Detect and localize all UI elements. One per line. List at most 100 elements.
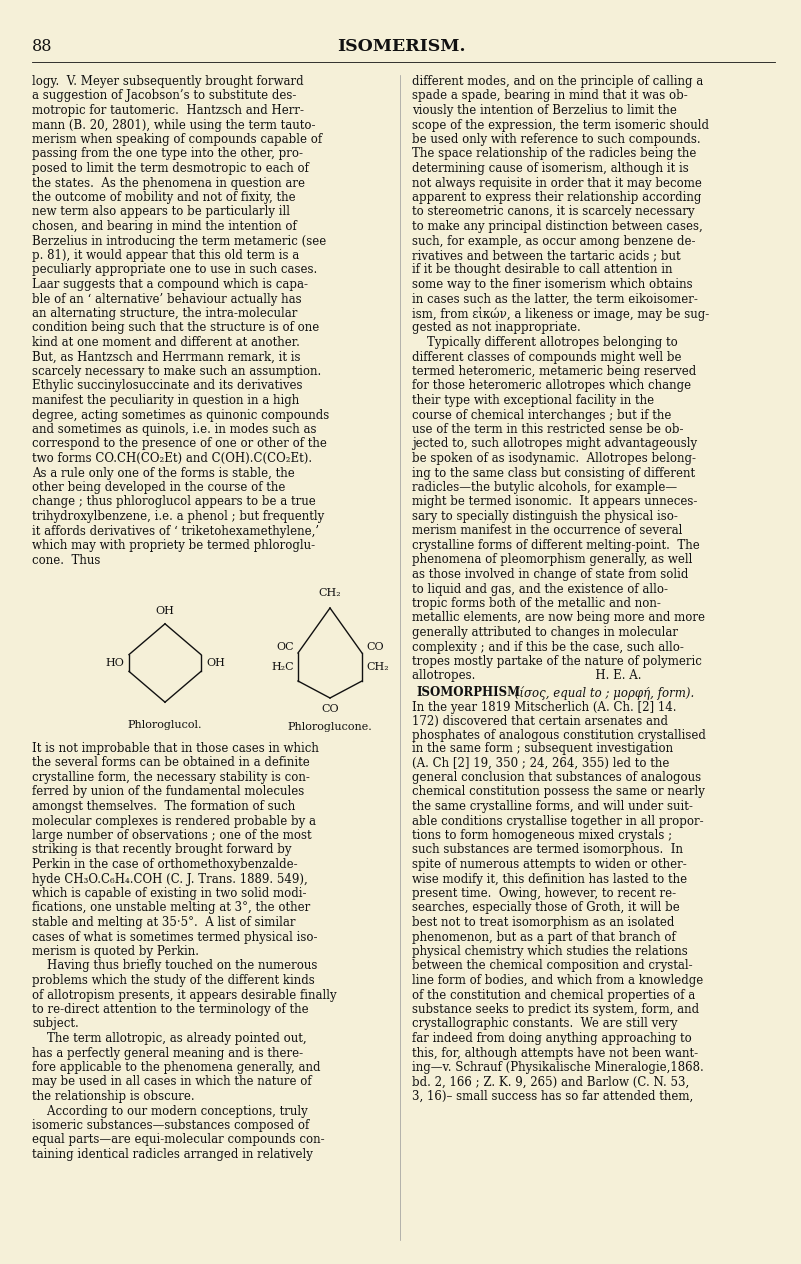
Text: course of chemical interchanges ; but if the: course of chemical interchanges ; but if…	[412, 408, 671, 421]
Text: CH₂: CH₂	[319, 588, 341, 598]
Text: The space relationship of the radicles being the: The space relationship of the radicles b…	[412, 148, 696, 161]
Text: different modes, and on the principle of calling a: different modes, and on the principle of…	[412, 75, 703, 88]
Text: logy.  V. Meyer subsequently brought forward: logy. V. Meyer subsequently brought forw…	[32, 75, 304, 88]
Text: apparent to express their relationship according: apparent to express their relationship a…	[412, 191, 702, 204]
Text: mann (B. 20, 2801), while using the term tauto-: mann (B. 20, 2801), while using the term…	[32, 119, 316, 131]
Text: CO: CO	[366, 642, 384, 652]
Text: in cases such as the latter, the term eikoisomer-: in cases such as the latter, the term ei…	[412, 292, 698, 306]
Text: taining identical radicles arranged in relatively: taining identical radicles arranged in r…	[32, 1148, 313, 1162]
Text: It is not improbable that in those cases in which: It is not improbable that in those cases…	[32, 742, 319, 755]
Text: As a rule only one of the forms is stable, the: As a rule only one of the forms is stabl…	[32, 466, 295, 479]
Text: generally attributed to changes in molecular: generally attributed to changes in molec…	[412, 626, 678, 640]
Text: metallic elements, are now being more and more: metallic elements, are now being more an…	[412, 612, 705, 624]
Text: new term also appears to be particularly ill: new term also appears to be particularly…	[32, 206, 290, 219]
Text: But, as Hantzsch and Herrmann remark, it is: But, as Hantzsch and Herrmann remark, it…	[32, 350, 300, 364]
Text: manifest the peculiarity in question in a high: manifest the peculiarity in question in …	[32, 394, 300, 407]
Text: cone.  Thus: cone. Thus	[32, 554, 100, 566]
Text: searches, especially those of Groth, it will be: searches, especially those of Groth, it …	[412, 901, 680, 914]
Text: large number of observations ; one of the most: large number of observations ; one of th…	[32, 829, 312, 842]
Text: substance seeks to predict its system, form, and: substance seeks to predict its system, f…	[412, 1004, 699, 1016]
Text: OH: OH	[155, 605, 175, 616]
Text: stable and melting at 35·5°.  A list of similar: stable and melting at 35·5°. A list of s…	[32, 916, 296, 929]
Text: may be used in all cases in which the nature of: may be used in all cases in which the na…	[32, 1076, 312, 1088]
Text: change ; thus phloroglucol appears to be a true: change ; thus phloroglucol appears to be…	[32, 495, 316, 508]
Text: physical chemistry which studies the relations: physical chemistry which studies the rel…	[412, 945, 688, 958]
Text: to re-direct attention to the terminology of the: to re-direct attention to the terminolog…	[32, 1004, 308, 1016]
Text: peculiarly appropriate one to use in such cases.: peculiarly appropriate one to use in suc…	[32, 263, 317, 277]
Text: H₂C: H₂C	[272, 662, 294, 672]
Text: chosen, and bearing in mind the intention of: chosen, and bearing in mind the intentio…	[32, 220, 296, 233]
Text: might be termed isonomic.  It appears unneces-: might be termed isonomic. It appears unn…	[412, 495, 698, 508]
Text: striking is that recently brought forward by: striking is that recently brought forwar…	[32, 843, 292, 857]
Text: use of the term in this restricted sense be ob-: use of the term in this restricted sense…	[412, 423, 683, 436]
Text: In the year 1819 Mitscherlich (A. Ch. [2] 14.: In the year 1819 Mitscherlich (A. Ch. [2…	[412, 700, 677, 713]
Text: ing to the same class but consisting of different: ing to the same class but consisting of …	[412, 466, 695, 479]
Text: phosphates of analogous constitution crystallised: phosphates of analogous constitution cry…	[412, 729, 706, 742]
Text: Berzelius in introducing the term metameric (see: Berzelius in introducing the term metame…	[32, 235, 326, 248]
Text: scarcely necessary to make such an assumption.: scarcely necessary to make such an assum…	[32, 365, 321, 378]
Text: determining cause of isomerism, although it is: determining cause of isomerism, although…	[412, 162, 689, 174]
Text: wise modify it, this definition has lasted to the: wise modify it, this definition has last…	[412, 872, 687, 886]
Text: which may with propriety be termed phloroglu-: which may with propriety be termed phlor…	[32, 538, 315, 552]
Text: gested as not inappropriate.: gested as not inappropriate.	[412, 321, 581, 335]
Text: spite of numerous attempts to widen or other-: spite of numerous attempts to widen or o…	[412, 858, 686, 871]
Text: and sometimes as quinols, i.e. in modes such as: and sometimes as quinols, i.e. in modes …	[32, 423, 316, 436]
Text: hyde CH₃O.C₆H₄.COH (C. J. Trans. 1889. 549),: hyde CH₃O.C₆H₄.COH (C. J. Trans. 1889. 5…	[32, 872, 308, 886]
Text: problems which the study of the different kinds: problems which the study of the differen…	[32, 975, 315, 987]
Text: Typically different allotropes belonging to: Typically different allotropes belonging…	[412, 336, 678, 349]
Text: the states.  As the phenomena in question are: the states. As the phenomena in question…	[32, 177, 305, 190]
Text: OC: OC	[276, 642, 294, 652]
Text: of the constitution and chemical properties of a: of the constitution and chemical propert…	[412, 988, 695, 1001]
Text: able conditions crystallise together in all propor-: able conditions crystallise together in …	[412, 814, 703, 828]
Text: ISOMERISM.: ISOMERISM.	[336, 38, 465, 56]
Text: passing from the one type into the other, pro-: passing from the one type into the other…	[32, 148, 303, 161]
Text: merism when speaking of compounds capable of: merism when speaking of compounds capabl…	[32, 133, 322, 147]
Text: crystallographic constants.  We are still very: crystallographic constants. We are still…	[412, 1018, 678, 1030]
Text: 88: 88	[32, 38, 53, 56]
Text: a suggestion of Jacobson’s to substitute des-: a suggestion of Jacobson’s to substitute…	[32, 90, 296, 102]
Text: CO: CO	[321, 704, 339, 714]
Text: far indeed from doing anything approaching to: far indeed from doing anything approachi…	[412, 1031, 692, 1045]
Text: which is capable of existing in two solid modi-: which is capable of existing in two soli…	[32, 887, 307, 900]
Text: equal parts—are equi-molecular compounds con-: equal parts—are equi-molecular compounds…	[32, 1134, 324, 1146]
Text: in the same form ; subsequent investigation: in the same form ; subsequent investigat…	[412, 742, 673, 755]
Text: bd. 2, 166 ; Z. K. 9, 265) and Barlow (C. N. 53,: bd. 2, 166 ; Z. K. 9, 265) and Barlow (C…	[412, 1076, 689, 1088]
Text: degree, acting sometimes as quinonic compounds: degree, acting sometimes as quinonic com…	[32, 408, 329, 421]
Text: ble of an ‘ alternative’ behaviour actually has: ble of an ‘ alternative’ behaviour actua…	[32, 292, 302, 306]
Text: trihydroxylbenzene, i.e. a phenol ; but frequently: trihydroxylbenzene, i.e. a phenol ; but …	[32, 509, 324, 523]
Text: subject.: subject.	[32, 1018, 78, 1030]
Text: best not to treat isomorphism as an isolated: best not to treat isomorphism as an isol…	[412, 916, 674, 929]
Text: some way to the finer isomerism which obtains: some way to the finer isomerism which ob…	[412, 278, 693, 291]
Text: According to our modern conceptions, truly: According to our modern conceptions, tru…	[32, 1105, 308, 1117]
Text: sary to specially distinguish the physical iso-: sary to specially distinguish the physic…	[412, 509, 678, 523]
Text: the relationship is obscure.: the relationship is obscure.	[32, 1090, 195, 1103]
Text: molecular complexes is rendered probable by a: molecular complexes is rendered probable…	[32, 814, 316, 828]
Text: amongst themselves.  The formation of such: amongst themselves. The formation of suc…	[32, 800, 296, 813]
Text: radicles—the butylic alcohols, for example—: radicles—the butylic alcohols, for examp…	[412, 482, 677, 494]
Text: termed heteromeric, metameric being reserved: termed heteromeric, metameric being rese…	[412, 365, 696, 378]
Text: phenomena of pleomorphism generally, as well: phenomena of pleomorphism generally, as …	[412, 554, 692, 566]
Text: it affords derivatives of ‘ triketohexamethylene,’: it affords derivatives of ‘ triketohexam…	[32, 525, 319, 537]
Text: (ίσος, equal to ; μορφή, form).: (ίσος, equal to ; μορφή, form).	[511, 686, 694, 700]
Text: viously the intention of Berzelius to limit the: viously the intention of Berzelius to li…	[412, 104, 677, 118]
Text: The term allotropic, as already pointed out,: The term allotropic, as already pointed …	[32, 1031, 307, 1045]
Text: their type with exceptional facility in the: their type with exceptional facility in …	[412, 394, 654, 407]
Text: allotropes.                                H. E. A.: allotropes. H. E. A.	[412, 670, 642, 683]
Text: fore applicable to the phenomena generally, and: fore applicable to the phenomena general…	[32, 1060, 320, 1074]
Text: HO: HO	[105, 659, 124, 667]
Text: merism is quoted by Perkin.: merism is quoted by Perkin.	[32, 945, 199, 958]
Text: 3, 16)– small success has so far attended them,: 3, 16)– small success has so far attende…	[412, 1090, 693, 1103]
Text: Ethylic succinylosuccinate and its derivatives: Ethylic succinylosuccinate and its deriv…	[32, 379, 303, 393]
Text: line form of bodies, and which from a knowledge: line form of bodies, and which from a kn…	[412, 975, 703, 987]
Text: the several forms can be obtained in a definite: the several forms can be obtained in a d…	[32, 756, 310, 770]
Text: between the chemical composition and crystal-: between the chemical composition and cry…	[412, 959, 693, 972]
Text: general conclusion that substances of analogous: general conclusion that substances of an…	[412, 771, 701, 784]
Text: Phloroglucone.: Phloroglucone.	[288, 722, 372, 732]
Text: has a perfectly general meaning and is there-: has a perfectly general meaning and is t…	[32, 1047, 303, 1059]
Text: fications, one unstable melting at 3°, the other: fications, one unstable melting at 3°, t…	[32, 901, 310, 914]
Text: p. 81), it would appear that this old term is a: p. 81), it would appear that this old te…	[32, 249, 300, 262]
Text: for those heteromeric allotropes which change: for those heteromeric allotropes which c…	[412, 379, 691, 393]
Text: crystalline form, the necessary stability is con-: crystalline form, the necessary stabilit…	[32, 771, 310, 784]
Text: ism, from εἰκών, a likeness or image, may be sug-: ism, from εἰκών, a likeness or image, ma…	[412, 307, 709, 321]
Text: be used only with reference to such compounds.: be used only with reference to such comp…	[412, 133, 701, 147]
